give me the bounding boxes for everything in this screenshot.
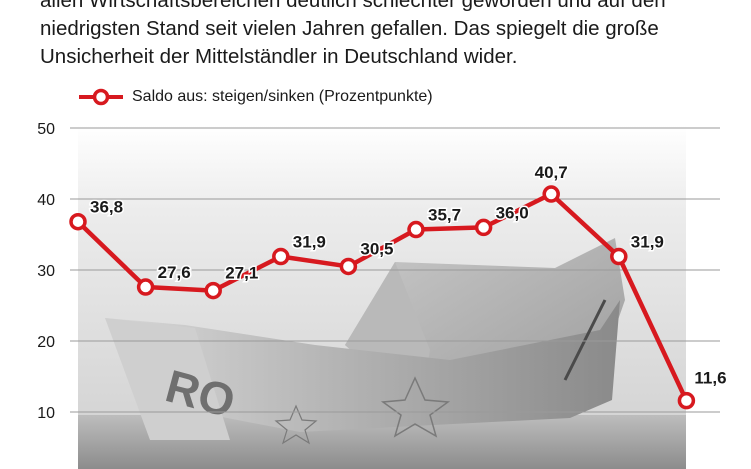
series-line-layer: [76, 191, 689, 402]
data-point-9: [610, 247, 628, 266]
intro-text: allen Wirtschaftsbereichen deutlich schl…: [40, 0, 740, 71]
data-point-8: [542, 185, 560, 203]
data-point-2: [136, 278, 155, 296]
data-point-5: [339, 257, 358, 276]
data-label-10: 11,6: [694, 369, 726, 388]
data-label-4: 31,9: [293, 233, 326, 252]
y-gridlines: [70, 127, 720, 413]
data-point-4: [272, 247, 290, 266]
data-point-7: [474, 218, 493, 237]
intro-line-1: allen Wirtschaftsbereichen deutlich schl…: [40, 0, 666, 12]
intro-line-3: Unsicherheit der Mittelständler in Deuts…: [40, 45, 518, 68]
data-label-6: 35,7: [428, 206, 461, 225]
paper-boat-photo: RO: [78, 125, 686, 469]
legend-label: Saldo aus: steigen/sinken (Prozentpunkte…: [132, 88, 433, 105]
y-tick-label-30: 30: [37, 263, 55, 280]
data-label-2: 27,6: [158, 263, 191, 282]
y-tick-label-40: 40: [37, 192, 55, 209]
intro-line-2: niedrigsten Stand seit vielen Jahren gef…: [40, 17, 659, 40]
y-tick-label-20: 20: [37, 334, 55, 351]
data-label-5: 30,5: [360, 239, 393, 258]
data-point-10: [677, 391, 696, 410]
y-tick-labels: 10 20 30 40 50: [37, 121, 55, 422]
data-point-1: [69, 212, 87, 231]
y-tick-label-50: 50: [37, 121, 55, 138]
legend-line-marker-icon: [79, 88, 123, 106]
data-markers: [69, 185, 696, 410]
chart-legend: Saldo aus: steigen/sinken (Prozentpunkte…: [78, 86, 433, 108]
series-line: [76, 191, 689, 402]
data-point-6: [407, 220, 425, 239]
data-point-3: [204, 281, 222, 300]
data-label-3: 27,1: [225, 264, 258, 283]
data-label-8: 40,7: [535, 163, 568, 182]
y-tick-label-10: 10: [37, 405, 55, 422]
data-labels: 36,8 27,6 27,1 31,9 30,5 35,7 36,0 40,7 31,9 11,6: [89, 162, 729, 390]
data-label-9: 31,9: [631, 233, 664, 252]
data-label-7: 36,0: [496, 203, 529, 222]
data-label-1: 36,8: [90, 198, 123, 217]
